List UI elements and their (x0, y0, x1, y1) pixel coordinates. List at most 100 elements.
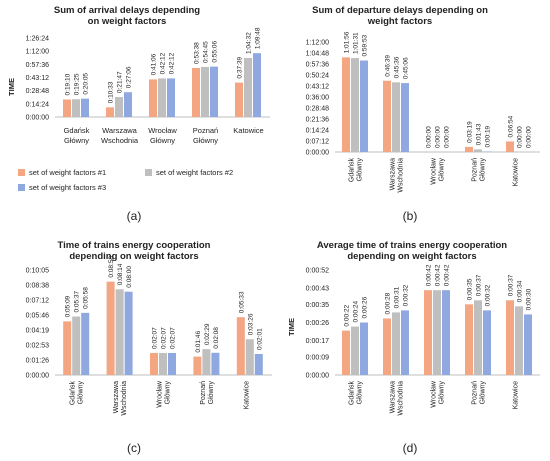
chart-title-line: Sum of departure delays depending on (312, 5, 488, 16)
y-tick-label: 0:00:00 (26, 373, 49, 380)
data-label: 0:00:32 (403, 284, 410, 306)
category-label: WarszawaWschodnia (113, 381, 128, 416)
chart-panel-1: Sum of arrival delays depending on weight… (7, 5, 270, 192)
category-label: GdańskGłówny (70, 381, 85, 406)
y-tick-label: 0:05:46 (26, 312, 49, 319)
category-label-line: Poznań (472, 381, 479, 405)
y-tick-label: 0:14:24 (26, 101, 49, 108)
data-label: 0:05:37 (74, 290, 81, 312)
bar (106, 107, 114, 117)
category-label: Katowice (513, 381, 520, 410)
category-label-line: Wschodnia (398, 381, 405, 416)
data-label: 0:05:58 (83, 287, 90, 309)
bar (158, 78, 166, 117)
data-label: 0:00:32 (485, 284, 492, 306)
legend-swatch (18, 184, 25, 191)
legend-entry: set of weight factors #1 (29, 168, 106, 177)
data-label: 0:37:39 (237, 57, 244, 79)
data-label: 0:00:00 (435, 126, 442, 148)
bar (506, 141, 514, 152)
y-tick-label: 0:57:36 (26, 62, 49, 69)
chart-panel-3: Time of trains energy cooperation dependi… (26, 240, 272, 416)
chart-title: Sum of departure delays depending on weig… (312, 5, 488, 27)
panel-label: (b) (403, 209, 418, 223)
data-label: 0:00:19 (485, 125, 492, 147)
bar (63, 99, 71, 117)
bar (383, 318, 391, 375)
data-label: 0:46:39 (385, 55, 392, 77)
bar (351, 326, 359, 375)
data-label: 0:02:07 (161, 327, 168, 349)
data-label: 0:00:00 (517, 126, 524, 148)
chart-title-line: Average time of trains energy cooperatio… (317, 240, 507, 251)
bar (63, 321, 72, 375)
bar (524, 314, 532, 375)
category-label-line: Poznań (193, 126, 218, 135)
bar (236, 317, 245, 375)
category-label-line: Wrocław (157, 380, 164, 408)
data-label: 0:00:42 (444, 264, 451, 286)
bar (150, 352, 158, 375)
bar (115, 289, 124, 375)
y-tick-label: 0:21:36 (306, 117, 329, 124)
data-label: 0:08:14 (117, 263, 124, 285)
y-tick-label: 0:00:00 (306, 373, 329, 380)
chart-title: Time of trains energy cooperation dependi… (58, 240, 211, 262)
data-label: 0:02:08 (213, 327, 220, 349)
category-label-line: Główny (439, 381, 446, 405)
data-label: 0:00:22 (344, 305, 351, 327)
data-label: 0:01:43 (476, 123, 483, 145)
data-label: 0:02:01 (256, 328, 263, 350)
data-label: 0:00:34 (517, 280, 524, 302)
category-label-line: Warszawa (390, 158, 397, 191)
bar (515, 306, 523, 375)
data-label: 0:05:33 (238, 291, 245, 313)
data-label: 0:08:00 (126, 266, 133, 288)
bar (244, 57, 252, 117)
data-label: 0:41:06 (151, 53, 158, 75)
y-tick-label: 0:00:35 (306, 302, 329, 309)
bar (424, 290, 432, 375)
category-label-line: Główny (165, 381, 172, 405)
bar (211, 352, 220, 375)
y-tick-label: 0:00:00 (306, 150, 329, 157)
data-label: 0:00:24 (353, 300, 360, 322)
data-label: 0:00:30 (526, 288, 533, 310)
category-label: WrocławGłówny (157, 380, 172, 408)
bar (193, 356, 202, 375)
category-label-line: Gdańsk (349, 381, 356, 406)
category-label-line: Katowice (233, 126, 263, 135)
category-label-line: Główny (357, 381, 364, 405)
bar (442, 290, 450, 375)
category-label: Katowice (243, 381, 250, 410)
bar (360, 322, 368, 375)
y-tick-label: 0:00:43 (306, 286, 329, 293)
data-label: 0:42:12 (169, 52, 176, 74)
y-tick-label: 1:12:00 (306, 40, 329, 47)
category-label-line: Główny (480, 158, 487, 182)
data-label: 0:10:33 (108, 81, 115, 103)
data-label: 0:19:25 (74, 73, 81, 95)
bar (342, 330, 350, 375)
bar (401, 83, 409, 152)
category-label-line: Warszawa (102, 126, 138, 135)
legend-swatch (18, 169, 25, 176)
category-label-line: Główny (150, 136, 175, 145)
data-label: 0:00:31 (394, 286, 401, 308)
category-label: Katowice (513, 158, 520, 187)
data-label: 1:01:31 (353, 32, 360, 54)
chart-title: Sum of arrival delays depending on weight… (54, 5, 200, 27)
category-label: WrocławGłówny (431, 157, 446, 185)
data-label: 0:53:38 (194, 42, 201, 64)
category-label-line: Główny (208, 381, 215, 405)
category-label-line: Gdańsk (349, 158, 356, 183)
bar (81, 98, 89, 117)
category-label: Katowice (233, 126, 263, 135)
legend-swatch (145, 169, 152, 176)
data-label: 0:02:29 (204, 323, 211, 345)
